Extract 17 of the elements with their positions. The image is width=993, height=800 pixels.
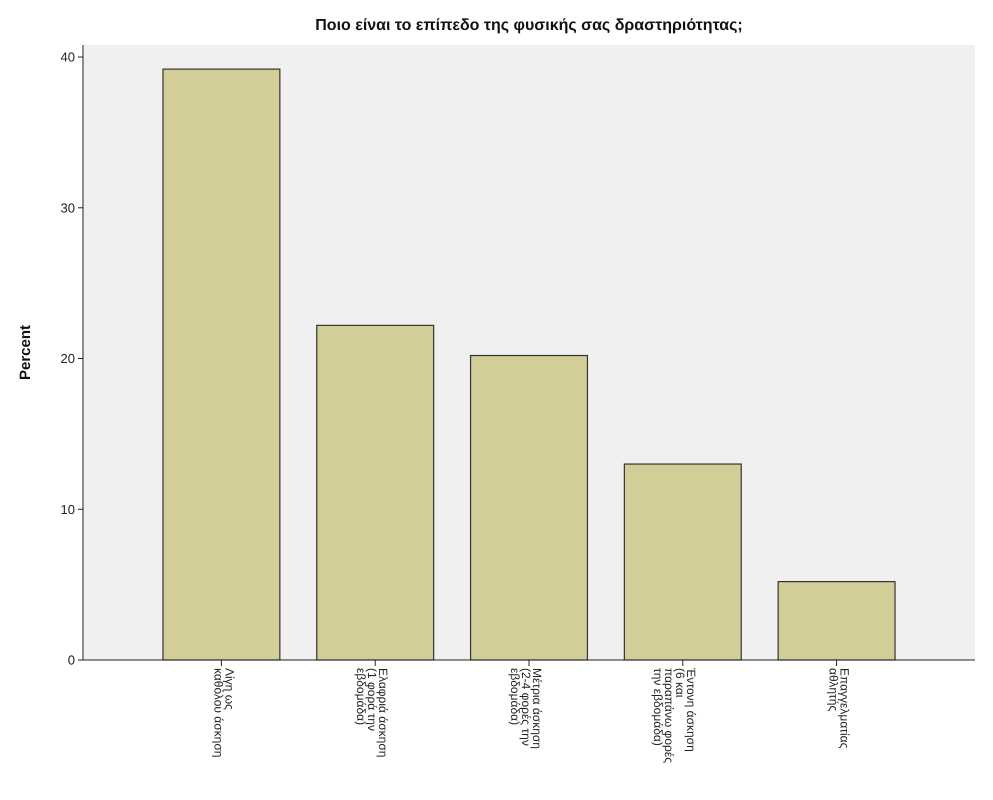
x-tick-label: Μέτρια άσκηση (2-4 φορές την εβδομάδα) bbox=[508, 668, 544, 749]
x-tick-label: Λίγη ως καθόλου άσκηση bbox=[211, 668, 236, 758]
y-tick-label: 10 bbox=[60, 502, 75, 517]
bar bbox=[624, 463, 742, 661]
bar bbox=[162, 68, 280, 661]
bar bbox=[470, 354, 588, 661]
y-tick-label: 0 bbox=[68, 652, 75, 668]
y-tick-label: 20 bbox=[60, 351, 75, 366]
chart-title: Ποιο είναι το επίπεδο της φυσικής σας δραστηριότητας; bbox=[315, 17, 743, 34]
y-tick-label: 40 bbox=[60, 50, 75, 65]
bar bbox=[778, 581, 896, 661]
y-axis-title: Percent bbox=[17, 324, 34, 380]
x-tick-label: Επαγγελματίας αθλητής bbox=[826, 668, 852, 749]
x-tick-label: Ελαφριά άσκηση (1 φορά την εβδομάδα) bbox=[354, 668, 390, 758]
bar bbox=[316, 324, 434, 661]
y-tick-label: 30 bbox=[60, 200, 75, 216]
x-tick-label: Έντονη άσκηση (6 και παραπάνω φορές την εβδομάδα) bbox=[650, 667, 698, 764]
